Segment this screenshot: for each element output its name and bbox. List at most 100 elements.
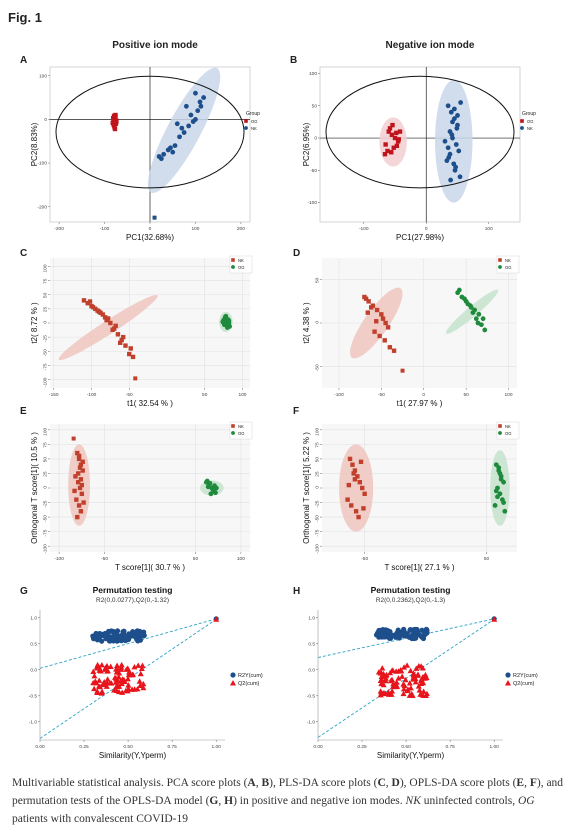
q2-permuted-point — [410, 670, 417, 676]
data-point-og — [386, 129, 391, 134]
q2-permuted-point — [114, 683, 121, 689]
q2-permuted-point — [400, 681, 407, 687]
r2-permuted-point — [113, 631, 119, 637]
q2-permuted-point — [404, 662, 411, 668]
data-point-nk — [108, 320, 113, 326]
r2-permuted-point — [120, 629, 126, 635]
data-point-og — [224, 325, 230, 330]
data-point-nk — [77, 465, 83, 470]
data-point-og — [397, 129, 403, 134]
legend-marker — [520, 126, 524, 130]
data-point-nk — [362, 491, 367, 497]
y-tick-label: -0.5 — [29, 693, 38, 699]
legend-marker — [505, 672, 511, 678]
q2-permuted-point — [96, 677, 103, 683]
data-point-nk — [352, 468, 358, 473]
y-tick-label: 1.0 — [30, 615, 37, 621]
legend-label: OG — [505, 431, 512, 436]
y-tick-label: 50 — [315, 277, 321, 283]
q2-permuted-point — [99, 681, 106, 687]
legend-marker — [231, 265, 235, 269]
data-point-og — [226, 318, 232, 324]
q2-permuted-point — [421, 675, 428, 681]
q2-permuted-point — [408, 691, 415, 697]
confidence-ellipse-2 — [435, 79, 473, 203]
data-point-nk — [76, 456, 82, 462]
data-point-og — [387, 126, 393, 131]
x-tick-label: 0.00 — [35, 744, 45, 750]
panel-letter-a: A — [20, 55, 28, 66]
legend-label: Q2(cum) — [238, 681, 260, 687]
data-point-nk — [76, 503, 82, 508]
data-point-og — [495, 494, 500, 500]
data-point-nk — [170, 149, 176, 155]
plsda-negative-chart: -100 -50 0 50 100 -50 0 50 t1( 27.97 % ) t2( 4.38… — [302, 255, 520, 408]
y-tick-label: -50 — [43, 515, 49, 522]
data-point-nk — [75, 479, 81, 485]
x-tick-label: 200 — [237, 226, 245, 232]
x-tick-label: -100 — [100, 226, 110, 232]
outlier-point — [152, 215, 157, 220]
y-tick-label: 75 — [315, 442, 321, 448]
q2-permuted-point — [407, 667, 414, 674]
data-point-nk — [445, 145, 451, 151]
q2-permuted-point — [104, 676, 111, 682]
y-tick-label: 0.5 — [308, 641, 315, 647]
x-tick-label: -200 — [54, 226, 64, 232]
y-tick-label: 25 — [43, 471, 49, 477]
data-point-nk — [75, 450, 80, 456]
legend-box — [496, 421, 520, 440]
data-point-nk — [445, 103, 451, 109]
q2-permuted-point — [90, 668, 97, 674]
figure-caption: Multivariable statistical analysis. PCA … — [12, 777, 564, 825]
y-tick-label: 100 — [43, 264, 49, 272]
x-tick-label: 0.75 — [167, 744, 177, 750]
x-tick-label: -100 — [334, 392, 344, 398]
data-point-og — [501, 500, 506, 505]
data-point-nk — [450, 119, 455, 125]
data-point-og — [111, 122, 116, 127]
data-point-nk — [75, 514, 80, 520]
x-tick-label: 100 — [191, 226, 199, 232]
y-tick-label: 100 — [309, 71, 317, 77]
data-point-og — [394, 130, 399, 136]
q2-permuted-point — [414, 672, 421, 678]
legend-label: NK — [505, 424, 511, 429]
q2-permuted-point — [91, 685, 98, 692]
q2-permuted-point — [399, 673, 406, 679]
y-tick-label: 25 — [43, 307, 49, 313]
data-point-nk — [188, 112, 194, 118]
chart-subtitle: R2(0,0.2362),Q2(0,-1.3) — [376, 597, 445, 604]
y-tick-label: -50 — [315, 364, 321, 371]
data-point-og — [480, 316, 486, 322]
panel-letter-f: F — [293, 406, 300, 417]
data-point-og — [475, 320, 481, 326]
permutation-positive-chart: Permutation testing R2(0,0.0277),Q2(0,-1.… — [29, 585, 263, 760]
r2-permuted-point — [141, 629, 147, 635]
q2-permuted-point — [136, 678, 143, 684]
y-tick-label: 0.0 — [30, 667, 37, 673]
y-tick-label: -75 — [315, 529, 321, 536]
data-point-nk — [355, 474, 360, 479]
q2-permuted-point — [418, 680, 425, 687]
x-axis-label: Similarity(Y,Yperm) — [99, 751, 167, 760]
q2-permuted-point — [420, 692, 427, 698]
legend-title: Group — [246, 111, 260, 117]
permutation-negative-chart: Permutation testing R2(0,0.2362),Q2(0,-1.… — [307, 585, 538, 760]
r2-permuted-point — [126, 631, 132, 637]
legend-label: Q2(cum) — [513, 681, 535, 687]
y-tick-label: 0 — [43, 486, 49, 489]
q2-permuted-point — [140, 680, 147, 687]
data-point-nk — [198, 103, 204, 109]
plot-frame — [319, 66, 521, 223]
data-point-nk — [366, 299, 371, 304]
r2-permuted-point — [90, 636, 97, 642]
y-tick-label: 75 — [43, 442, 49, 448]
q2-permuted-point — [380, 689, 387, 696]
data-point-nk — [368, 305, 374, 310]
y-tick-label: -0.5 — [307, 693, 316, 699]
data-point-nk — [453, 142, 459, 147]
data-point-nk — [186, 123, 192, 129]
q2-permuted-point — [96, 664, 103, 670]
data-point-nk — [347, 456, 353, 462]
